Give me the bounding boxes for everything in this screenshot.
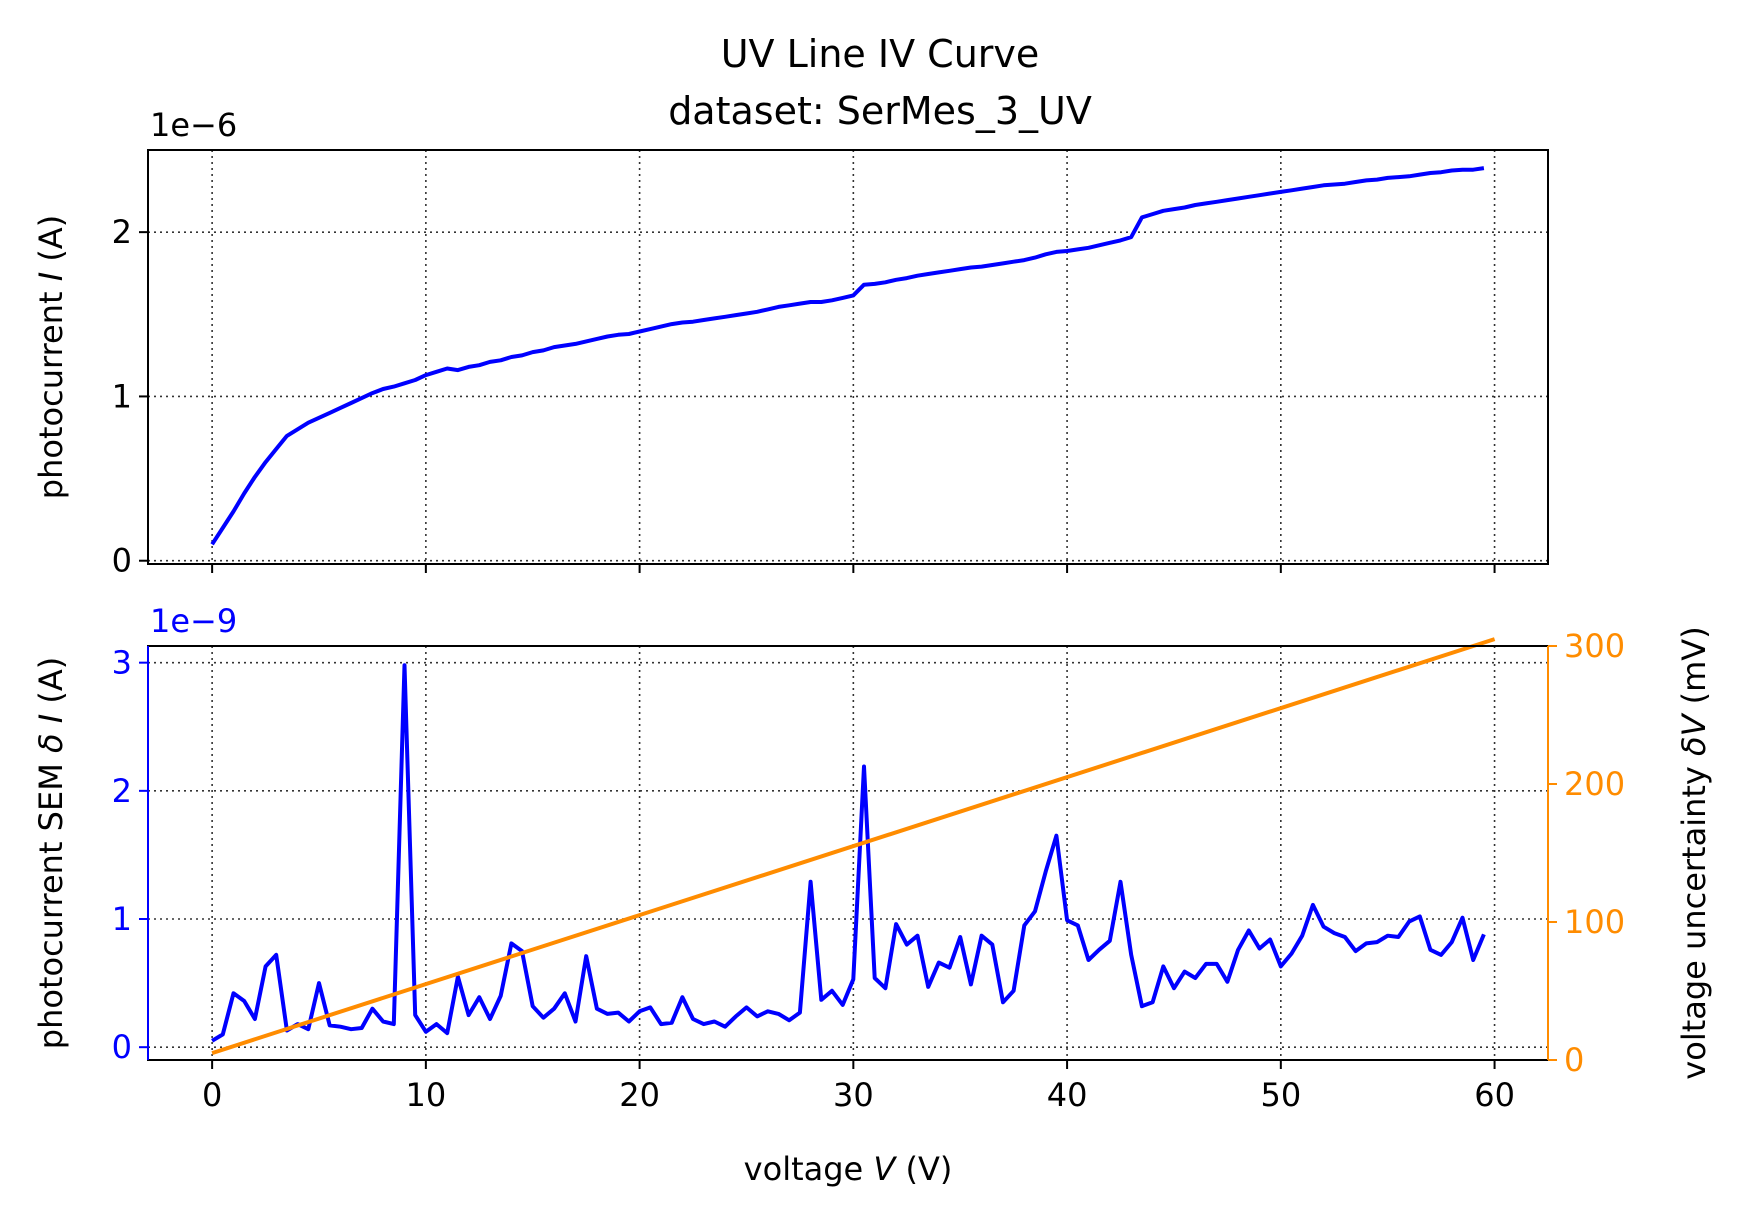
bottom-y2-axis-label-text: voltage uncertainty xyxy=(1675,756,1713,1080)
bottom-y-tick-label-2: 2 xyxy=(112,772,132,810)
x-tick-label-10: 10 xyxy=(406,1076,447,1114)
bottom-offset-label: 1e−9 xyxy=(150,602,237,640)
bottom-y-tick-label-1: 1 xyxy=(112,900,132,938)
bottom-y2-axis-label-unit: (mV) xyxy=(1675,626,1713,714)
bottom-y-axis-label-text: photocurrent SEM xyxy=(32,753,70,1049)
top-y-axis-label-unit: (A) xyxy=(32,215,70,272)
top-axes-frame xyxy=(147,149,1549,565)
x-tick-label-50: 50 xyxy=(1260,1076,1301,1114)
top-y-tick-label-1: 1 xyxy=(112,377,132,415)
x-tick-label-40: 40 xyxy=(1047,1076,1088,1114)
bottom-y2-tick-label-300: 300 xyxy=(1564,627,1625,665)
top-offset-label: 1e−6 xyxy=(150,106,237,144)
top-y-tick-label-2: 2 xyxy=(112,213,132,251)
bottom-y-axis-label: photocurrent SEM δ I (A) xyxy=(32,657,70,1049)
bottom-series-photocurrent-sem-line xyxy=(211,663,1486,1043)
x-tick-label-20: 20 xyxy=(619,1076,660,1114)
top-series xyxy=(210,166,1485,546)
x-axis-label: voltage V (V) xyxy=(744,1150,953,1188)
top-series-photocurrent-line xyxy=(210,166,1485,546)
top-y-axis-label: photocurrent I (A) xyxy=(32,215,70,499)
bottom-y2-tick-label-100: 100 xyxy=(1564,903,1625,941)
x-axis-label-unit: (V) xyxy=(895,1150,952,1188)
x-tick-label-30: 30 xyxy=(833,1076,874,1114)
bottom-y2-tick-label-200: 200 xyxy=(1564,765,1625,803)
top-panel: 0 1 2 1e−6 photocurrent I (A) xyxy=(32,106,1549,580)
bottom-series-voltage-uncertainty-line xyxy=(211,637,1496,1056)
x-tick-label-0: 0 xyxy=(202,1076,222,1114)
bottom-y2-tick-label-0: 0 xyxy=(1564,1041,1584,1079)
top-ticks: 0 1 2 xyxy=(112,213,1496,580)
bottom-y2-axis-label-symbol: δV xyxy=(1675,712,1713,756)
x-axis-label-text: voltage xyxy=(744,1150,874,1188)
top-y-axis-label-symbol: I xyxy=(32,272,70,281)
bottom-y-axis-label-unit: (A) xyxy=(32,657,70,714)
bottom-series xyxy=(211,637,1496,1056)
chart-title-line2: dataset: SerMes_3_UV xyxy=(668,89,1092,133)
chart-title-line1: UV Line IV Curve xyxy=(721,32,1040,76)
bottom-y-tick-label-0: 0 xyxy=(112,1028,132,1066)
bottom-y-tick-label-3: 3 xyxy=(112,644,132,682)
x-tick-label-60: 60 xyxy=(1474,1076,1515,1114)
bottom-y-axis-label-symbol: δ I xyxy=(32,714,70,753)
top-y-axis-label-text: photocurrent xyxy=(32,281,70,499)
x-axis-label-symbol: V xyxy=(873,1150,897,1188)
bottom-y2-axis-label: voltage uncertainty δV (mV) xyxy=(1675,626,1713,1079)
top-y-tick-label-0: 0 xyxy=(112,542,132,580)
